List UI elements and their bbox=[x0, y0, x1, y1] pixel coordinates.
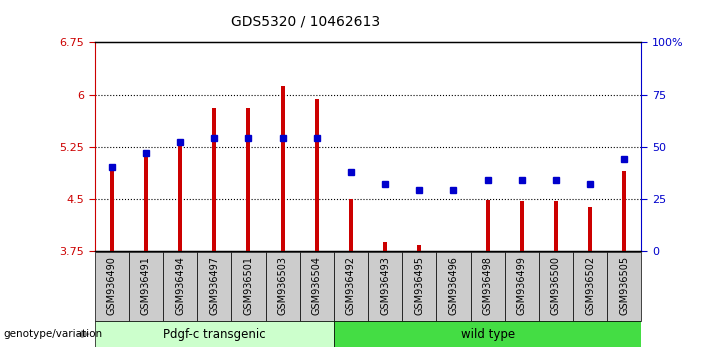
Text: genotype/variation: genotype/variation bbox=[4, 329, 102, 339]
Bar bbox=[588, 207, 592, 251]
Bar bbox=[402, 252, 436, 321]
Text: GSM936497: GSM936497 bbox=[209, 256, 219, 315]
Text: GSM936502: GSM936502 bbox=[585, 256, 595, 315]
Bar bbox=[470, 252, 505, 321]
Bar bbox=[417, 245, 421, 251]
Bar bbox=[280, 86, 285, 251]
Bar bbox=[349, 199, 353, 251]
Bar bbox=[383, 242, 387, 251]
Text: GSM936504: GSM936504 bbox=[312, 256, 322, 315]
Bar bbox=[246, 108, 250, 251]
Bar bbox=[266, 252, 300, 321]
Bar bbox=[129, 252, 163, 321]
Text: GSM936505: GSM936505 bbox=[619, 256, 629, 315]
Bar bbox=[315, 99, 319, 251]
Text: GSM936490: GSM936490 bbox=[107, 256, 117, 315]
Bar bbox=[300, 252, 334, 321]
Bar bbox=[163, 252, 197, 321]
Bar bbox=[554, 201, 558, 251]
Bar bbox=[178, 143, 182, 251]
Text: GSM936496: GSM936496 bbox=[449, 256, 458, 315]
Bar bbox=[486, 200, 490, 251]
Text: wild type: wild type bbox=[461, 328, 515, 341]
Bar bbox=[368, 252, 402, 321]
Bar bbox=[231, 252, 266, 321]
Text: GSM936493: GSM936493 bbox=[380, 256, 390, 315]
Bar bbox=[573, 252, 607, 321]
Text: GSM936498: GSM936498 bbox=[482, 256, 493, 315]
Bar bbox=[539, 252, 573, 321]
Text: GSM936495: GSM936495 bbox=[414, 256, 424, 315]
Bar bbox=[95, 252, 129, 321]
Text: GSM936500: GSM936500 bbox=[551, 256, 561, 315]
Bar bbox=[436, 252, 470, 321]
Text: GSM936492: GSM936492 bbox=[346, 256, 356, 315]
Text: GSM936491: GSM936491 bbox=[141, 256, 151, 315]
Bar bbox=[622, 171, 627, 251]
Text: GDS5320 / 10462613: GDS5320 / 10462613 bbox=[231, 14, 381, 28]
Bar bbox=[109, 171, 114, 251]
Bar bbox=[334, 321, 641, 347]
Text: Pdgf-c transgenic: Pdgf-c transgenic bbox=[163, 328, 266, 341]
Bar bbox=[144, 150, 148, 251]
Text: GSM936499: GSM936499 bbox=[517, 256, 527, 315]
Text: GSM936501: GSM936501 bbox=[243, 256, 254, 315]
Bar bbox=[519, 201, 524, 251]
Bar bbox=[334, 252, 368, 321]
Bar bbox=[197, 252, 231, 321]
Text: GSM936503: GSM936503 bbox=[278, 256, 287, 315]
Bar bbox=[95, 321, 334, 347]
Bar bbox=[607, 252, 641, 321]
Bar bbox=[505, 252, 539, 321]
Text: GSM936494: GSM936494 bbox=[175, 256, 185, 315]
Bar bbox=[212, 108, 217, 251]
